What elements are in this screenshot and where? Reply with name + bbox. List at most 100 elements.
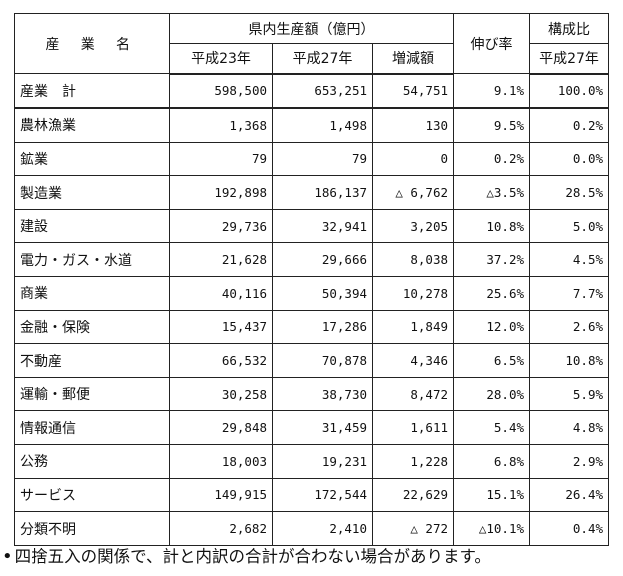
row-diff: 1,228 xyxy=(371,444,455,479)
row-name: 製造業 xyxy=(14,175,170,210)
row-h27: 17,286 xyxy=(272,309,373,345)
header-gdp: 県内生産額（億円） xyxy=(168,13,455,44)
table-row: サービス 149,915 172,544 22,629 15.1% 26.4% xyxy=(14,477,610,513)
table-row: 不動産 66,532 70,878 4,346 6.5% 10.8% xyxy=(14,343,610,378)
row-h23: 1,368 xyxy=(169,107,273,143)
row-h23: 29,848 xyxy=(169,410,273,446)
row-rate: 6.5% xyxy=(453,343,531,378)
row-name: サービス xyxy=(14,477,170,513)
row-comp: 4.5% xyxy=(529,242,610,278)
row-h23: 149,915 xyxy=(169,477,273,513)
row-rate: 37.2% xyxy=(453,242,531,278)
row-h27: 38,730 xyxy=(272,376,373,412)
row-h23: 66,532 xyxy=(169,343,273,378)
row-h27: 32,941 xyxy=(272,208,373,244)
row-rate: 25.6% xyxy=(453,276,531,311)
row-h27: 653,251 xyxy=(272,73,373,110)
row-diff: 8,472 xyxy=(371,376,455,412)
row-diff: 8,038 xyxy=(371,242,455,278)
row-h27: 2,410 xyxy=(272,511,373,546)
header-comp-h27: 平成27年 xyxy=(529,43,610,75)
table-row: 公務 18,003 19,231 1,228 6.8% 2.9% xyxy=(14,444,610,479)
row-rate: △10.1% xyxy=(453,511,531,546)
footnote-text: 四捨五入の関係で、計と内訳の合計が合わない場合があります。 xyxy=(14,547,491,566)
header-h27: 平成27年 xyxy=(272,43,373,75)
table-row: 産業 計 598,500 653,251 54,751 9.1% 100.0% xyxy=(14,73,610,110)
row-name: 公務 xyxy=(14,444,170,479)
table-row: 農林漁業 1,368 1,498 130 9.5% 0.2% xyxy=(14,107,610,143)
row-comp: 100.0% xyxy=(529,73,610,110)
row-diff: 3,205 xyxy=(371,208,455,244)
row-h23: 2,682 xyxy=(169,511,273,546)
row-diff: 22,629 xyxy=(371,477,455,513)
row-comp: 7.7% xyxy=(529,276,610,311)
prefectural-output-table: 産 業 名 県内生産額（億円） 伸び率 構成比 平成23年 平成27年 増減額 … xyxy=(14,13,610,546)
row-h23: 29,736 xyxy=(169,208,273,244)
row-name: 情報通信 xyxy=(14,410,170,446)
row-h27: 29,666 xyxy=(272,242,373,278)
row-name: 鉱業 xyxy=(14,141,170,177)
header-h23: 平成23年 xyxy=(169,43,273,75)
row-name: 電力・ガス・水道 xyxy=(14,242,170,278)
table-body: 産業 計 598,500 653,251 54,751 9.1% 100.0% … xyxy=(14,73,610,546)
row-name: 農林漁業 xyxy=(14,107,170,143)
row-diff: 130 xyxy=(371,107,455,143)
row-h23: 40,116 xyxy=(169,276,273,311)
row-rate: 5.4% xyxy=(453,410,531,446)
row-rate: 9.1% xyxy=(453,73,531,110)
row-comp: 5.9% xyxy=(529,376,610,412)
table-row: 建設 29,736 32,941 3,205 10.8% 5.0% xyxy=(14,208,610,244)
row-diff: 1,849 xyxy=(371,309,455,345)
row-h23: 18,003 xyxy=(169,444,273,479)
row-h27: 1,498 xyxy=(272,107,373,143)
row-diff: 10,278 xyxy=(371,276,455,311)
row-rate: 10.8% xyxy=(453,208,531,244)
row-h27: 79 xyxy=(272,141,373,177)
row-name: 不動産 xyxy=(14,343,170,378)
row-rate: 12.0% xyxy=(453,309,531,345)
row-name: 金融・保険 xyxy=(14,309,170,345)
gdp-table-container: 産 業 名 県内生産額（億円） 伸び率 構成比 平成23年 平成27年 増減額 … xyxy=(14,13,610,546)
table-header: 産 業 名 県内生産額（億円） 伸び率 構成比 平成23年 平成27年 増減額 … xyxy=(14,13,610,75)
row-h23: 79 xyxy=(169,141,273,177)
header-composition: 構成比 xyxy=(529,13,610,44)
row-name: 運輸・郵便 xyxy=(14,376,170,412)
row-comp: 5.0% xyxy=(529,208,610,244)
row-h27: 186,137 xyxy=(272,175,373,210)
row-h27: 31,459 xyxy=(272,410,373,446)
row-rate: 28.0% xyxy=(453,376,531,412)
table-row: 情報通信 29,848 31,459 1,611 5.4% 4.8% xyxy=(14,410,610,446)
table-row: 分類不明 2,682 2,410 △ 272 △10.1% 0.4% xyxy=(14,511,610,546)
row-h23: 21,628 xyxy=(169,242,273,278)
row-comp: 26.4% xyxy=(529,477,610,513)
row-h23: 30,258 xyxy=(169,376,273,412)
row-comp: 28.5% xyxy=(529,175,610,210)
row-name: 商業 xyxy=(14,276,170,311)
header-growth: 伸び率 xyxy=(453,13,531,74)
header-diff: 増減額 xyxy=(371,43,455,75)
table-row: 電力・ガス・水道 21,628 29,666 8,038 37.2% 4.5% xyxy=(14,242,610,278)
table-row: 金融・保険 15,437 17,286 1,849 12.0% 2.6% xyxy=(14,309,610,345)
row-rate: 6.8% xyxy=(453,444,531,479)
row-rate: △3.5% xyxy=(453,175,531,210)
row-diff: △ 6,762 xyxy=(371,175,455,210)
row-comp: 4.8% xyxy=(529,410,610,446)
row-h27: 50,394 xyxy=(272,276,373,311)
row-h23: 192,898 xyxy=(169,175,273,210)
row-h27: 70,878 xyxy=(272,343,373,378)
row-diff: 4,346 xyxy=(371,343,455,378)
row-comp: 0.4% xyxy=(529,511,610,546)
row-diff: △ 272 xyxy=(371,511,455,546)
row-h27: 19,231 xyxy=(272,444,373,479)
table-row: 運輸・郵便 30,258 38,730 8,472 28.0% 5.9% xyxy=(14,376,610,412)
row-name: 産業 計 xyxy=(14,73,170,110)
table-row: 鉱業 79 79 0 0.2% 0.0% xyxy=(14,141,610,177)
row-comp: 10.8% xyxy=(529,343,610,378)
row-diff: 0 xyxy=(371,141,455,177)
row-name: 分類不明 xyxy=(14,511,170,546)
row-comp: 0.0% xyxy=(529,141,610,177)
row-rate: 15.1% xyxy=(453,477,531,513)
row-name: 建設 xyxy=(14,208,170,244)
row-rate: 0.2% xyxy=(453,141,531,177)
row-h23: 15,437 xyxy=(169,309,273,345)
